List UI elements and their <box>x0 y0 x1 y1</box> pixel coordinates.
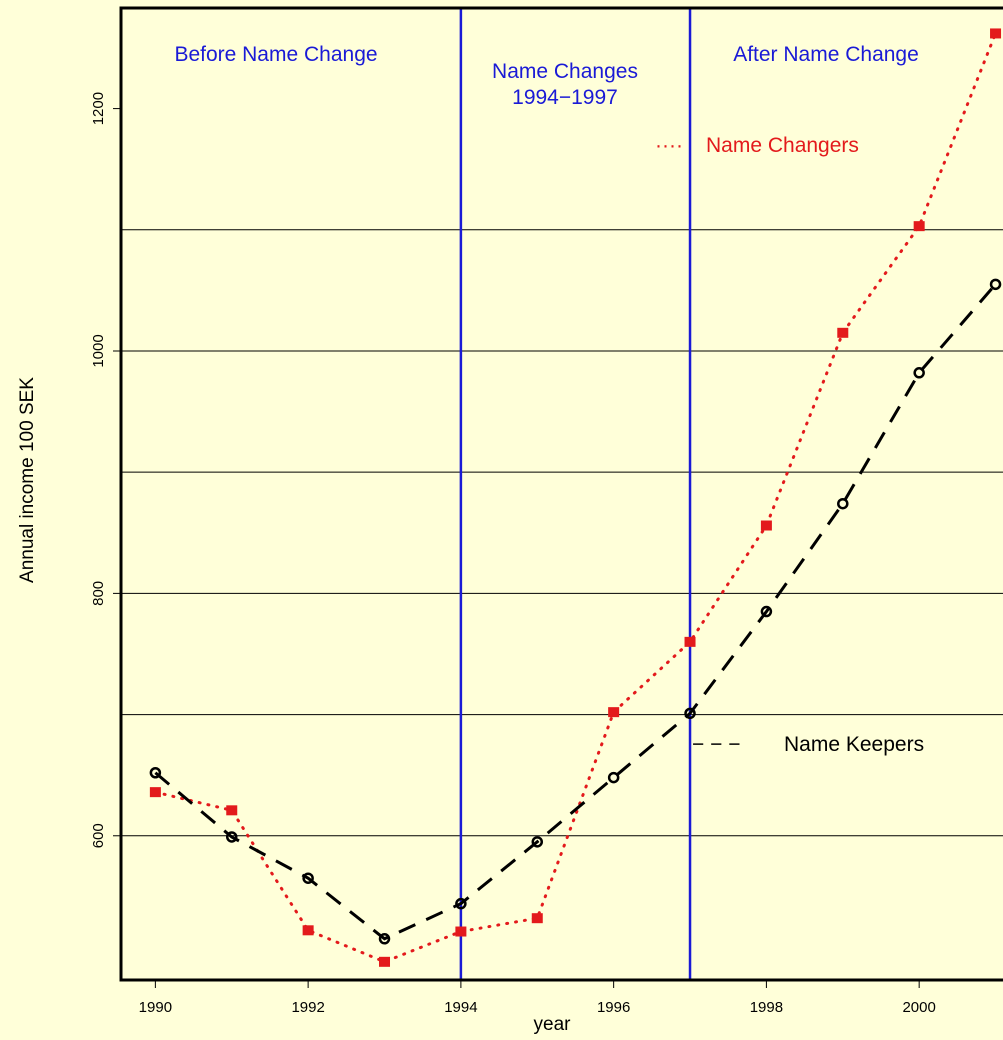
point-name-keepers-1998 <box>760 605 773 618</box>
legend-label-name-changers: Name Changers <box>706 134 859 157</box>
x-axis: 1990 1992 1994 1996 1998 2000 <box>139 980 936 1016</box>
series-line-name-keepers <box>154 283 997 941</box>
point-name-changers-1992 <box>302 925 314 936</box>
data-series <box>149 28 1002 967</box>
region-label-during-line2: 1994−1997 <box>512 86 618 109</box>
series-name-changers <box>149 28 1002 967</box>
point-name-keepers-1995 <box>531 836 544 848</box>
y-tick-label-1200: 1200 <box>90 92 107 125</box>
period-divider-lines <box>459 8 692 980</box>
gridlines <box>121 229 1003 837</box>
point-name-keepers-1996 <box>607 771 620 784</box>
y-axis: 600 800 1000 1200 <box>90 92 121 848</box>
x-tick-label-1996: 1996 <box>597 999 630 1016</box>
point-name-keepers-1997 <box>684 707 696 720</box>
legend-symbol-dashed: − − − <box>692 733 740 756</box>
x-tick-label-1998: 1998 <box>750 999 783 1016</box>
x-tick-label-1994: 1994 <box>444 999 477 1016</box>
legend-name-keepers: − − − Name Keepers <box>692 733 924 756</box>
plot-frame <box>119 6 1003 982</box>
point-name-keepers-1993 <box>378 933 391 945</box>
point-name-changers-1999 <box>837 327 849 338</box>
point-name-changers-2000 <box>913 221 925 232</box>
region-label-after: After Name Change <box>733 43 919 66</box>
y-tick-label-600: 600 <box>90 823 107 848</box>
x-tick-label-2000: 2000 <box>902 999 935 1016</box>
region-label-before: Before Name Change <box>174 43 377 66</box>
point-name-changers-2001 <box>990 28 1002 39</box>
point-name-changers-1996 <box>608 707 620 718</box>
point-name-keepers-1990 <box>149 767 162 779</box>
y-tick-label-800: 800 <box>90 581 107 606</box>
point-name-keepers-1992 <box>302 872 314 884</box>
point-name-keepers-2000 <box>913 367 925 379</box>
region-label-during-line1: Name Changes <box>492 60 638 83</box>
x-tick-label-1990: 1990 <box>139 999 172 1016</box>
point-name-keepers-1999 <box>837 497 849 510</box>
legend-symbol-dotted: ···· <box>655 134 683 157</box>
point-name-changers-1990 <box>149 787 161 798</box>
point-name-changers-1991 <box>226 805 238 816</box>
series-name-keepers <box>149 278 1002 945</box>
point-name-keepers-1991 <box>226 831 238 843</box>
point-name-keepers-2001 <box>989 278 1002 291</box>
y-axis-title: Annual income 100 SEK <box>17 377 38 583</box>
series-line-name-changers <box>153 31 998 964</box>
point-name-changers-1995 <box>531 913 543 924</box>
point-name-changers-1998 <box>760 520 772 531</box>
legend-name-changers: ···· Name Changers <box>655 134 859 157</box>
point-name-changers-1993 <box>379 956 391 967</box>
point-name-keepers-1994 <box>455 897 467 910</box>
point-name-changers-1997 <box>684 636 696 647</box>
x-axis-title: year <box>534 1014 572 1035</box>
point-name-changers-1994 <box>455 926 467 937</box>
legend-label-name-keepers: Name Keepers <box>784 733 924 756</box>
y-tick-label-1000: 1000 <box>90 334 107 367</box>
x-tick-label-1992: 1992 <box>291 999 324 1016</box>
